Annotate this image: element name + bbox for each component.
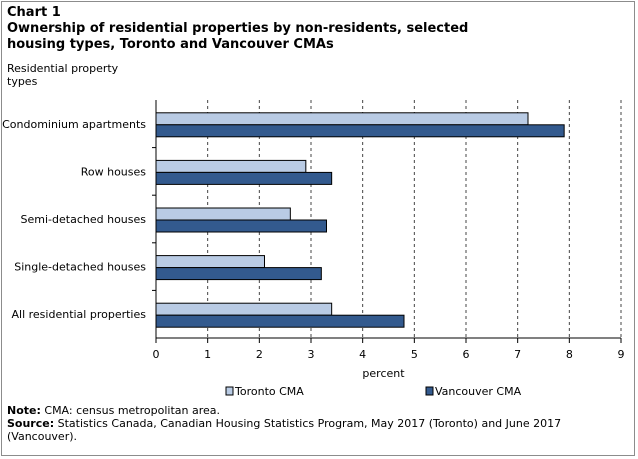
y-tick-label: Row houses: [81, 165, 147, 178]
x-axis-title: percent: [362, 367, 405, 380]
source-text: Statistics Canada, Canadian Housing Stat…: [7, 417, 562, 443]
x-tick-label: 6: [463, 348, 470, 361]
bar-vancouver-3: [155, 267, 322, 281]
bar-toronto-2: [155, 207, 291, 221]
x-tick-label: 5: [411, 348, 418, 361]
chart-notes: Note: CMA: census metropolitan area. Sou…: [7, 404, 627, 443]
legend-label-toronto: Toronto CMA: [234, 385, 304, 398]
bar-vancouver-2: [155, 219, 327, 233]
legend-swatch-toronto: [225, 386, 234, 396]
legend-label-vancouver: Vancouver CMA: [435, 385, 522, 398]
y-tick-label: Single-detached houses: [14, 261, 146, 274]
bar-vancouver-0: [155, 124, 565, 138]
note-line: Note: CMA: census metropolitan area.: [7, 404, 627, 417]
chart-label: Chart 1: [7, 5, 61, 20]
note-label: Note:: [7, 404, 41, 417]
y-axis-title: Residential property types: [7, 62, 119, 88]
bar-toronto-3: [155, 255, 265, 269]
x-tick-label: 2: [256, 348, 263, 361]
x-tick-label: 9: [618, 348, 625, 361]
bar-toronto-0: [155, 112, 529, 126]
note-text: CMA: census metropolitan area.: [44, 404, 220, 417]
bar-vancouver-4: [155, 314, 405, 328]
x-tick-label: 8: [566, 348, 573, 361]
y-tick-label: All residential properties: [12, 308, 147, 321]
bar-vancouver-1: [155, 171, 333, 185]
source-label: Source:: [7, 417, 55, 430]
chart-title: Ownership of residential properties by n…: [7, 21, 469, 52]
y-tick-label: Semi-detached houses: [21, 213, 147, 226]
x-tick-label: 4: [359, 348, 366, 361]
bar-toronto-4: [155, 302, 333, 316]
x-tick-label: 3: [308, 348, 315, 361]
legend-swatch-vancouver: [425, 386, 434, 396]
source-line: Source: Statistics Canada, Canadian Hous…: [7, 417, 627, 443]
y-tick-label: Condominium apartments: [2, 118, 146, 131]
x-tick-label: 1: [204, 348, 211, 361]
bar-toronto-1: [155, 159, 307, 173]
x-tick-label: 0: [153, 348, 160, 361]
x-tick-label: 7: [514, 348, 521, 361]
